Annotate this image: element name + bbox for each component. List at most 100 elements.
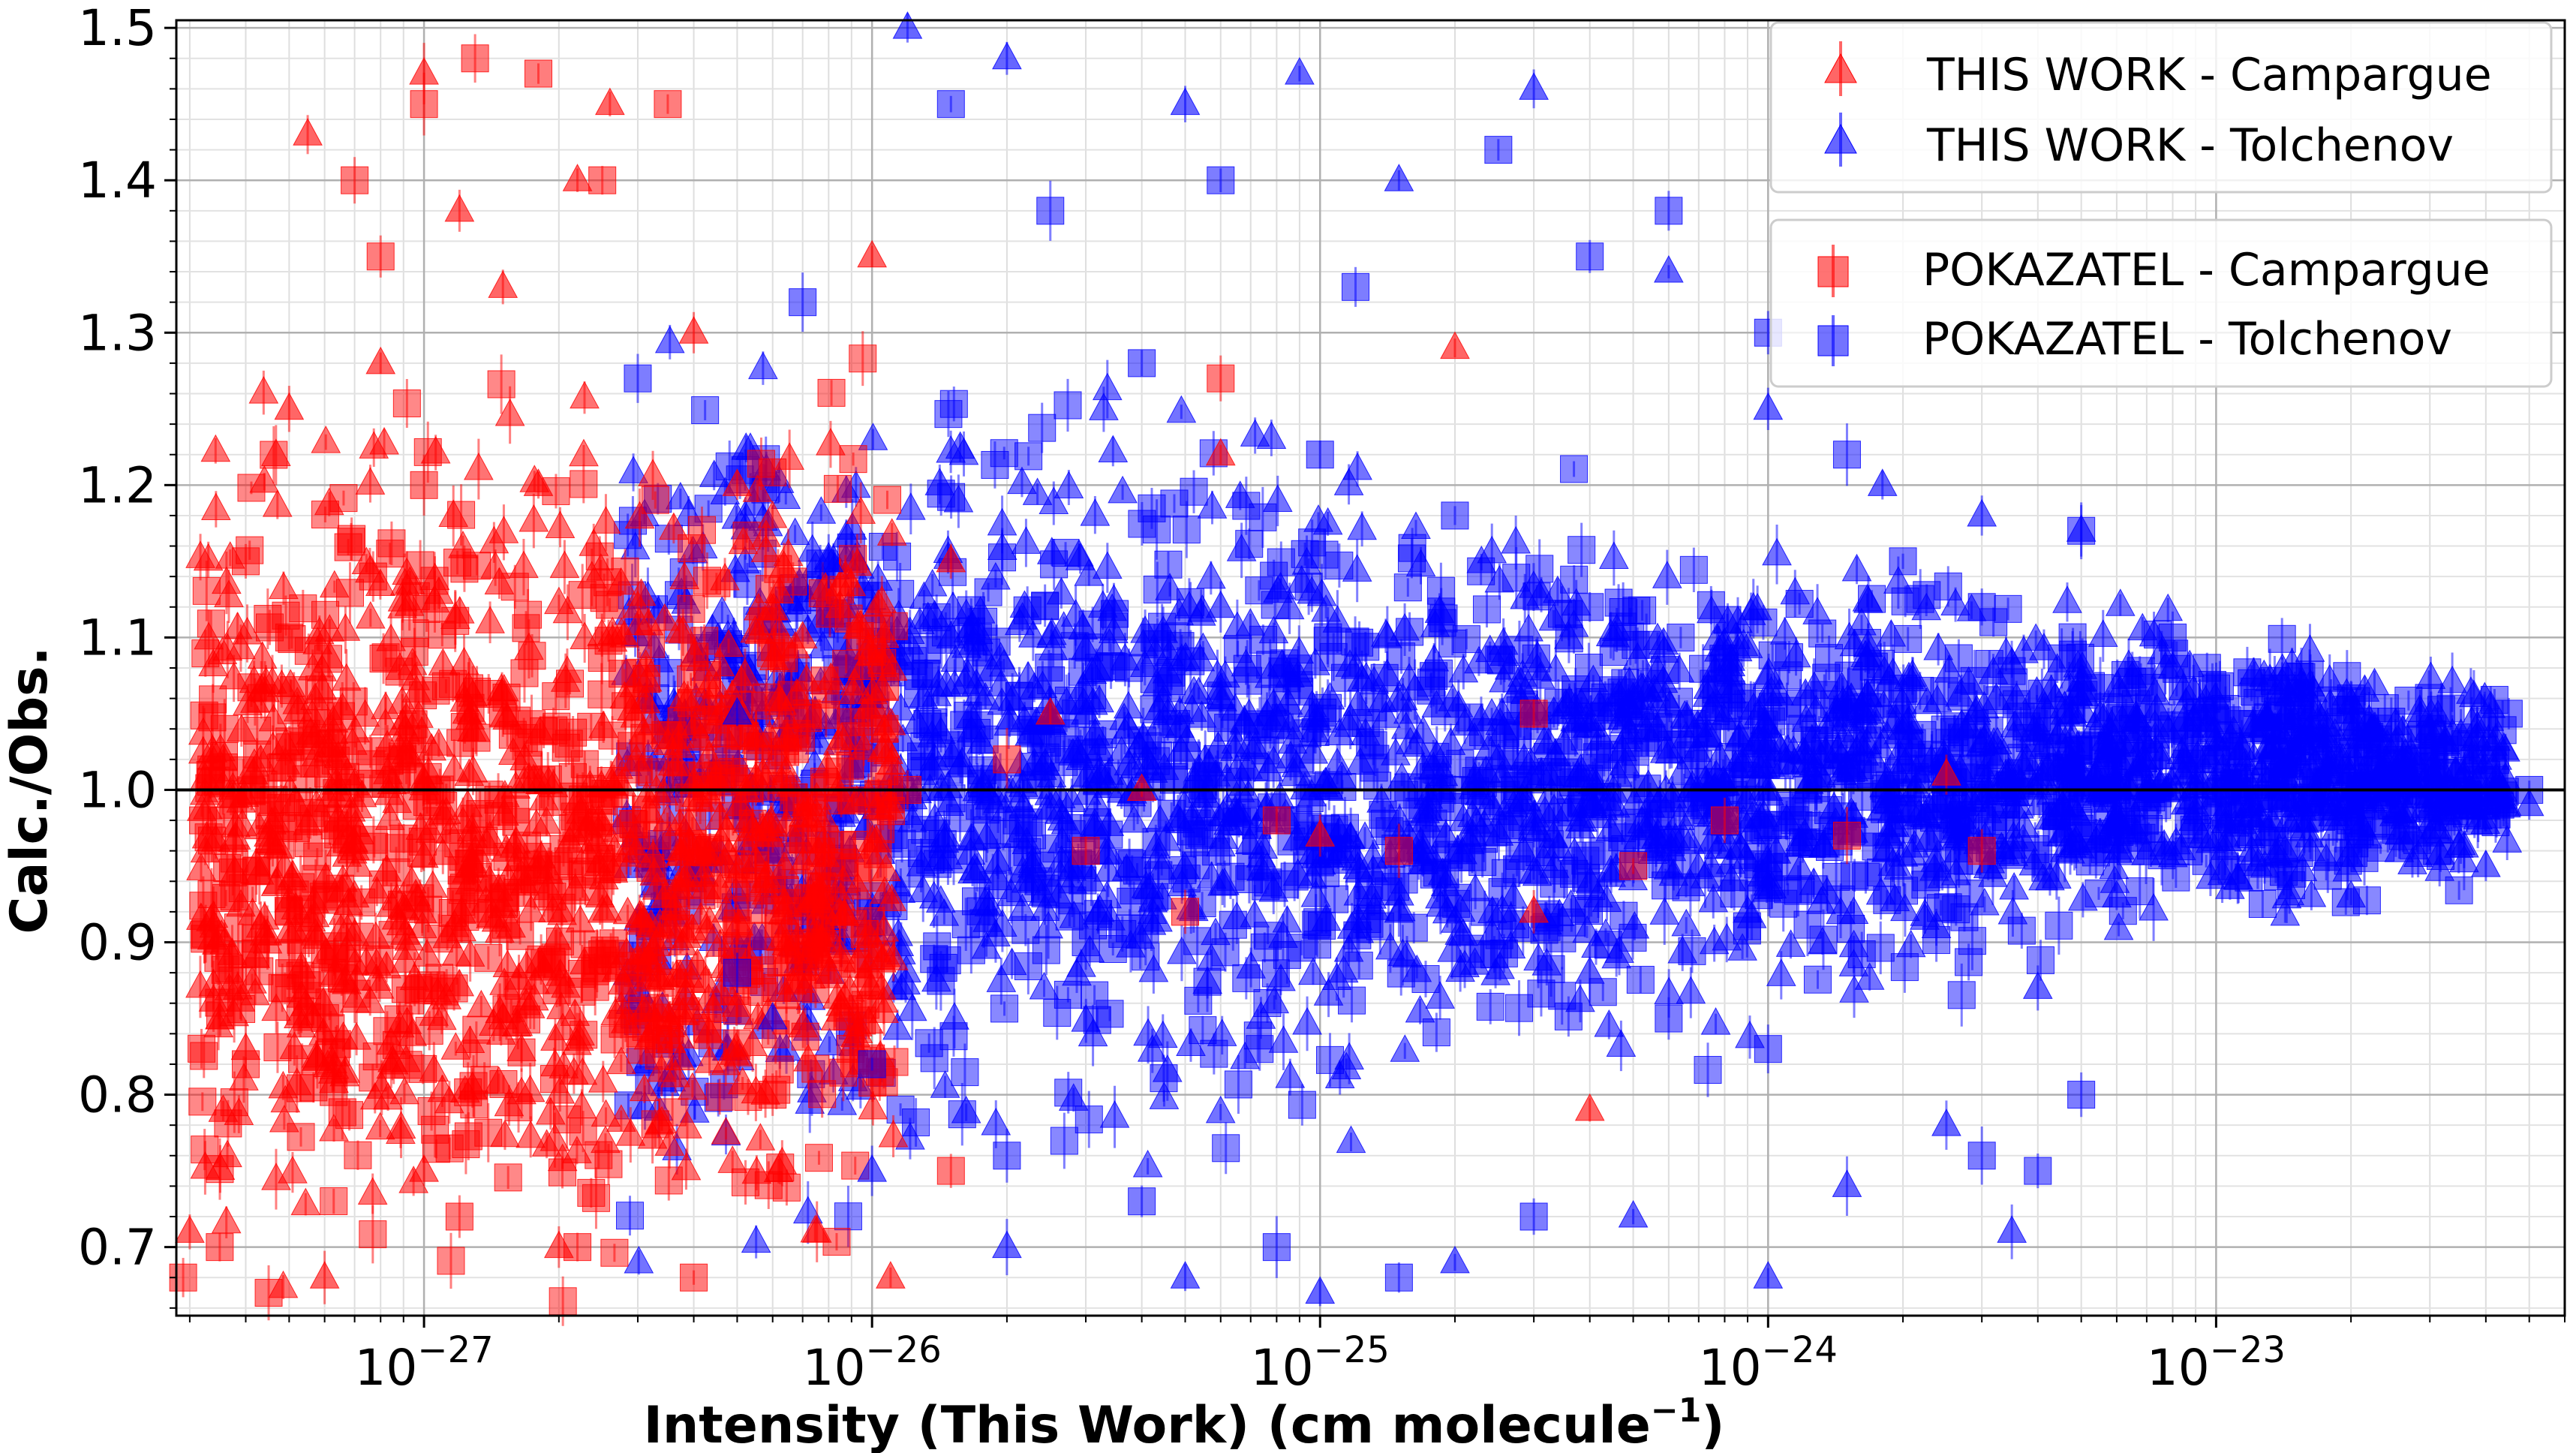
point-triangle	[981, 1107, 1011, 1136]
point-square	[615, 1202, 644, 1230]
point-square	[1522, 644, 1550, 672]
point-triangle	[1098, 435, 1129, 463]
point-square	[1476, 992, 1504, 1021]
point-square	[1253, 989, 1282, 1018]
point-triangle	[1347, 512, 1377, 540]
point-triangle	[1700, 1007, 1731, 1035]
point-triangle	[2139, 892, 2169, 921]
point-triangle	[2052, 585, 2082, 613]
point-square	[951, 1058, 979, 1087]
point-triangle	[1110, 642, 1141, 671]
point-triangle	[1841, 553, 1872, 582]
point-triangle	[924, 468, 955, 495]
point-square	[2248, 889, 2277, 918]
point-square	[1422, 1018, 1450, 1047]
point-square	[1143, 576, 1171, 604]
point-square	[1847, 940, 1876, 968]
point-square	[691, 396, 720, 425]
point-triangle	[939, 1002, 969, 1030]
point-square	[1224, 1070, 1252, 1099]
point-triangle	[1046, 576, 1077, 605]
scatter-cloud	[185, 324, 2523, 1326]
point-triangle	[807, 630, 838, 659]
point-square	[1154, 550, 1183, 579]
point-square	[1525, 555, 1554, 583]
point-triangle	[741, 1225, 771, 1253]
point-triangle	[1402, 954, 1432, 982]
point-square	[1958, 927, 1986, 955]
point-triangle	[1336, 1125, 1366, 1154]
point-triangle	[1240, 900, 1270, 928]
point-square	[1243, 1021, 1272, 1050]
point-triangle	[780, 517, 810, 546]
point-square	[1667, 623, 1695, 651]
point-square	[1028, 414, 1057, 442]
point-square	[1540, 869, 1568, 898]
point-triangle	[1390, 1034, 1420, 1062]
point-square	[1014, 442, 1043, 471]
point-square	[1628, 596, 1657, 624]
point-triangle	[1205, 1095, 1236, 1124]
point-triangle	[1138, 954, 1169, 982]
point-triangle	[624, 1246, 654, 1274]
point-square	[934, 400, 963, 429]
point-triangle	[1108, 475, 1138, 504]
point-triangle	[1501, 525, 1531, 554]
point-square	[1291, 540, 1319, 568]
point-triangle	[2153, 593, 2184, 621]
point-square	[1505, 994, 1534, 1022]
point-triangle	[1298, 957, 1328, 985]
point-square	[1947, 981, 1976, 1009]
point-square	[1679, 555, 1708, 584]
point-square	[1947, 682, 1976, 711]
point-square	[1626, 965, 1655, 994]
point-triangle	[1762, 537, 1792, 566]
point-square	[1808, 619, 1837, 648]
point-square	[1138, 494, 1166, 522]
point-triangle	[1676, 976, 1706, 1004]
point-triangle	[1333, 468, 1364, 495]
point-square	[1011, 916, 1040, 944]
point-square	[990, 994, 1019, 1023]
point-square	[1249, 503, 1277, 531]
point-square	[1143, 516, 1171, 544]
point-square	[1751, 815, 1780, 844]
point-square	[1837, 915, 1865, 943]
point-square	[1338, 986, 1366, 1015]
point-triangle	[1011, 526, 1042, 554]
point-square	[1054, 1078, 1083, 1107]
point-square	[1288, 1091, 1316, 1119]
point-triangle	[2088, 619, 2118, 647]
point-triangle	[1342, 452, 1372, 480]
point-triangle	[654, 325, 685, 353]
point-square	[2026, 946, 2054, 974]
point-square	[1574, 653, 1603, 681]
point-triangle	[1667, 935, 1698, 964]
point-square	[834, 1202, 862, 1231]
point-square	[1054, 391, 1082, 420]
point-triangle	[1080, 498, 1111, 526]
point-square	[1694, 1056, 1722, 1084]
point-triangle	[1166, 395, 1197, 423]
point-square	[1172, 516, 1201, 544]
point-square	[1841, 861, 1869, 889]
point-triangle	[1058, 1083, 1089, 1111]
point-square	[939, 390, 968, 418]
point-triangle	[1649, 897, 1680, 925]
point-square	[1212, 1134, 1240, 1163]
point-triangle	[814, 1027, 845, 1056]
point-triangle	[2068, 883, 2098, 911]
point-triangle	[1594, 1009, 1625, 1037]
point-square	[1294, 573, 1323, 601]
point-square	[1568, 536, 1596, 564]
point-triangle	[882, 1012, 912, 1040]
point-square	[965, 711, 993, 739]
point-square	[1211, 938, 1240, 967]
point-square	[1803, 965, 1832, 994]
point-triangle	[2105, 588, 2136, 616]
point-square	[957, 936, 985, 964]
point-square	[2045, 911, 2073, 940]
point-square	[1393, 573, 1422, 602]
point-square	[1472, 595, 1501, 624]
